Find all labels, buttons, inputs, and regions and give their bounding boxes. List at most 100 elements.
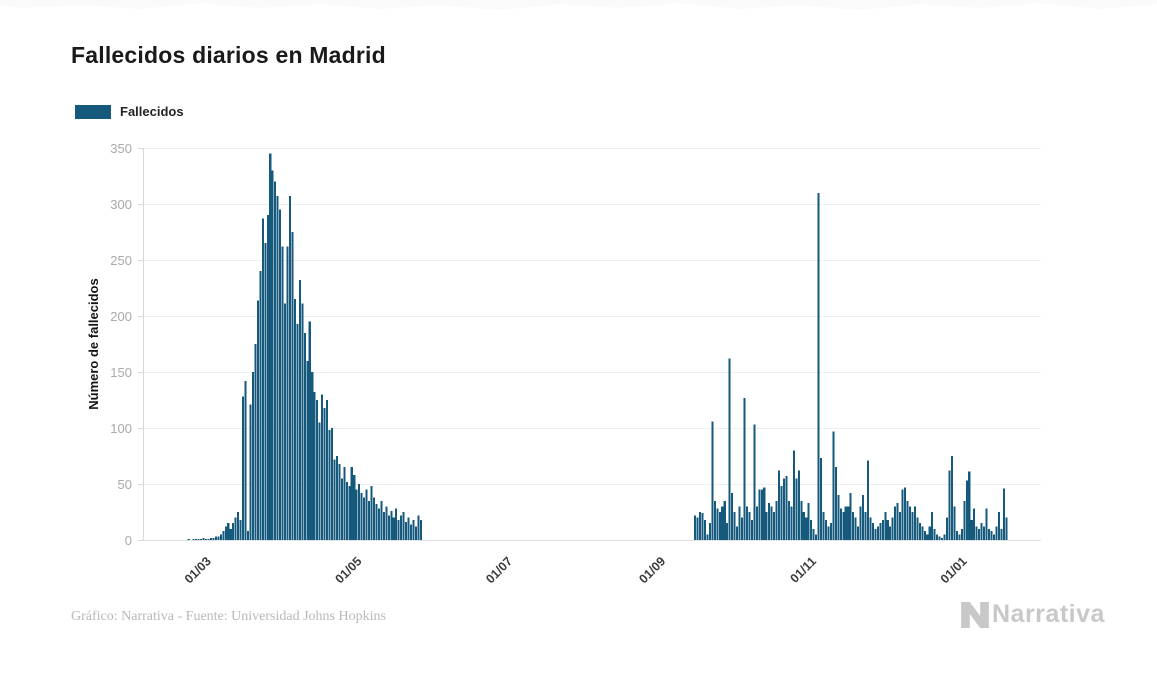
bar	[820, 458, 823, 540]
bar	[694, 515, 697, 540]
bar	[965, 480, 968, 540]
bar	[385, 506, 388, 540]
legend-item-fallecidos[interactable]: Fallecidos	[75, 104, 184, 119]
bar	[879, 523, 882, 540]
bar	[955, 531, 958, 540]
y-tick-label: 50	[118, 477, 132, 492]
bar	[787, 500, 790, 540]
bar	[355, 489, 358, 540]
bar	[869, 517, 872, 540]
bar	[291, 232, 294, 540]
bar	[721, 506, 724, 540]
bar	[419, 519, 422, 540]
narrativa-logo-text: Narrativa	[992, 600, 1105, 628]
bar	[960, 528, 963, 540]
bar	[745, 506, 748, 540]
bar	[844, 506, 847, 540]
bar	[699, 512, 702, 540]
bar	[978, 528, 981, 540]
bar	[864, 512, 867, 540]
bar	[234, 517, 237, 540]
y-tick-label: 250	[110, 253, 132, 268]
x-tick-label: 01/07	[483, 554, 515, 586]
bar	[202, 537, 205, 540]
bar	[923, 531, 926, 540]
bar	[276, 196, 279, 540]
bar	[286, 246, 289, 540]
bar	[901, 489, 904, 540]
bar	[219, 534, 222, 540]
bar	[899, 512, 902, 540]
bar	[768, 503, 771, 540]
x-tick-label: 01/05	[333, 554, 365, 586]
bar	[410, 524, 413, 540]
bar	[197, 538, 200, 540]
bar	[284, 303, 287, 540]
bar	[896, 503, 899, 540]
bar	[298, 280, 301, 540]
bar	[338, 463, 341, 540]
bar	[985, 508, 988, 540]
bar	[713, 500, 716, 540]
bar	[837, 495, 840, 540]
bar	[807, 503, 810, 540]
bar	[889, 526, 892, 540]
bar	[948, 470, 951, 540]
bar	[375, 504, 378, 540]
bar	[968, 471, 971, 540]
bar	[696, 517, 699, 540]
bar	[997, 512, 1000, 540]
bar	[200, 538, 203, 540]
bar	[938, 536, 941, 540]
bar	[301, 303, 304, 540]
bar	[876, 526, 879, 540]
bar	[827, 526, 830, 540]
bar	[866, 460, 870, 540]
bar	[251, 372, 254, 540]
bar	[992, 534, 995, 540]
bar	[765, 512, 768, 540]
bar	[847, 506, 850, 540]
bar	[886, 519, 889, 540]
narrativa-logo-icon	[961, 601, 989, 628]
bar	[1005, 517, 1008, 540]
bar	[918, 523, 921, 540]
bar	[743, 397, 746, 540]
bar	[229, 528, 232, 540]
bar	[249, 404, 252, 540]
bar	[911, 512, 914, 540]
bar	[242, 396, 245, 540]
x-tick-label: 01/11	[787, 554, 819, 586]
bar	[256, 300, 259, 540]
bar	[306, 360, 309, 540]
bar	[916, 517, 919, 540]
bar	[926, 534, 929, 540]
bar	[812, 528, 815, 540]
bar	[192, 538, 195, 540]
bar	[785, 476, 788, 540]
bar	[212, 537, 215, 540]
bar	[790, 506, 793, 540]
bar	[402, 512, 405, 540]
bar	[311, 372, 314, 540]
bar	[990, 531, 993, 540]
bar	[358, 484, 361, 540]
bar	[1000, 528, 1003, 540]
bar	[980, 523, 983, 540]
bar	[343, 467, 346, 540]
bar	[365, 489, 368, 540]
bar	[195, 538, 198, 540]
bar	[928, 526, 931, 540]
bar	[703, 519, 706, 540]
bar	[279, 209, 282, 540]
bar	[214, 536, 217, 540]
legend-swatch	[75, 104, 111, 119]
bar	[414, 526, 417, 540]
bar	[913, 506, 916, 540]
bar	[296, 323, 299, 540]
bar	[802, 512, 805, 540]
bar	[763, 487, 766, 540]
bar	[936, 534, 939, 540]
bar	[316, 400, 319, 540]
